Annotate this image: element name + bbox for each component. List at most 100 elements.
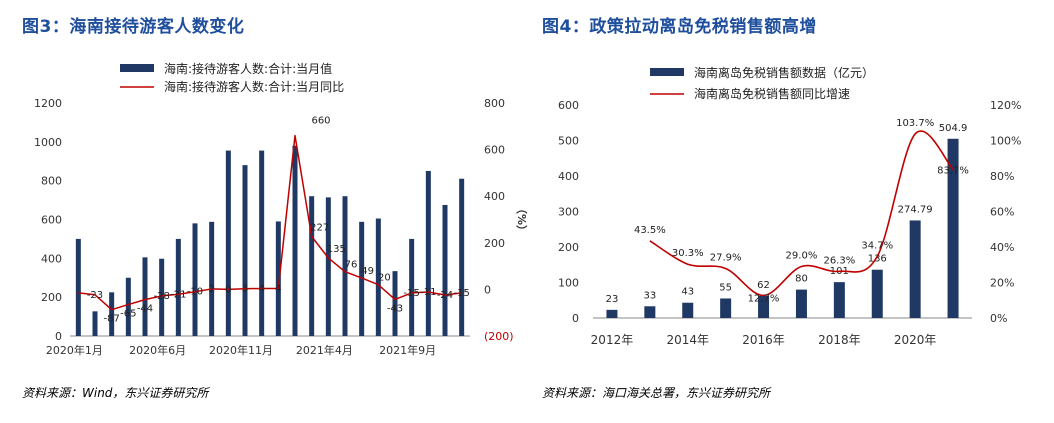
bar-data-label: 136 [868, 254, 887, 265]
y-right-tick-label: 40% [990, 241, 1014, 254]
y-left-tick-label: 200 [558, 241, 579, 254]
bar-month [125, 277, 131, 336]
bar-data-label: 23 [606, 294, 619, 305]
source-note-tourists: 资料来源：Wind，东兴证券研究所 [22, 386, 209, 400]
y-left-tick-label: 1000 [34, 136, 62, 149]
bar-year [833, 282, 845, 318]
bar-year [909, 220, 921, 318]
y-left-tick-label: 0 [55, 330, 62, 343]
line-data-label: 26.3% [823, 255, 855, 266]
line-data-label: 3 [242, 284, 248, 295]
line-data-label: -87 [103, 314, 119, 325]
bar-data-label: 80 [795, 274, 808, 285]
line-data-label: -11 [420, 287, 436, 298]
line-data-label: -21 [170, 289, 186, 300]
legend-label-bar: 海南离岛免税销售额数据（亿元） [694, 65, 874, 80]
bar-year [644, 306, 656, 318]
bar-data-label: 504.9 [939, 123, 968, 134]
line-data-label: 20 [378, 273, 391, 284]
y-right-tick-label: 0 [484, 283, 491, 296]
y-right-tick-label: 120% [990, 99, 1021, 112]
dutyfree-chart: 0 100 200 300 400 500 600 0% 20% 40% 60% 80% 100% 120… [558, 65, 1021, 347]
bar-year [871, 269, 883, 318]
bar-year [682, 302, 694, 318]
line-data-label: 43.5% [634, 225, 666, 236]
bar-data-label: 55 [719, 282, 732, 293]
y-left-tick-label: 600 [41, 214, 62, 227]
bar-month [342, 196, 348, 336]
x-tick-label: 2021年9月 [379, 343, 436, 357]
bar-month [409, 238, 415, 336]
y-right-tick-label: 100% [990, 135, 1021, 148]
line-data-label: 227 [310, 223, 329, 234]
bar-year [606, 309, 618, 318]
bar-month [375, 218, 381, 336]
y-left-tick-label: 400 [558, 170, 579, 183]
line-data-label: -15 [403, 288, 419, 299]
line-data-label: 34.7% [861, 240, 893, 251]
line-data-label: 83.7% [937, 165, 969, 176]
bar-month [242, 165, 248, 336]
x-tick-label: 2014年 [666, 333, 709, 347]
line-data-label: -65 [120, 309, 136, 320]
bar-month [192, 223, 198, 336]
y-left-tick-label: 1200 [34, 97, 62, 110]
legend-swatch-bar [650, 68, 684, 76]
x-tick-label: 2021年4月 [296, 343, 353, 357]
y-right-tick-label: 200 [484, 237, 505, 250]
line-data-label: 4 [275, 283, 281, 294]
line-data-label: 2 [208, 284, 214, 295]
line-data-label: 135 [327, 244, 346, 255]
line-data-label: -23 [87, 290, 103, 301]
y-right-tick-label: 600 [484, 144, 505, 157]
x-tick-label: 2020年11月 [209, 343, 273, 357]
y-left-tick-label: 400 [41, 252, 62, 265]
y-right-axis-label: （%） [515, 203, 528, 236]
line-data-label: -24 [437, 290, 453, 301]
bar-year [795, 289, 807, 318]
line-data-label: 0 [225, 284, 231, 295]
bar-month [92, 311, 98, 336]
bar-month [442, 204, 448, 336]
line-data-label: 49 [361, 266, 374, 277]
y-left-tick-label: 800 [41, 175, 62, 188]
y-right-tick-label: 800 [484, 97, 505, 110]
y-left-tick-label: 200 [41, 291, 62, 304]
legend-label-bar: 海南:接待游客人数:合计:当月值 [164, 61, 332, 76]
legend-label-line: 海南:接待游客人数:合计:当月同比 [164, 79, 344, 94]
line-data-label: 12.7% [748, 293, 780, 304]
y-right-tick-label: 60% [990, 206, 1014, 219]
bar-month [75, 238, 81, 336]
bar-month [209, 221, 215, 336]
bar-month [259, 150, 265, 336]
bar-year [947, 138, 959, 318]
y-right-tick-label: 20% [990, 277, 1014, 290]
bar-month [142, 257, 148, 336]
x-tick-label: 2020年6月 [129, 343, 186, 357]
bar-data-label: 33 [643, 290, 656, 301]
legend-label-line: 海南离岛免税销售额同比增速 [694, 86, 850, 101]
bar-month [175, 238, 181, 336]
source-note-dutyfree: 资料来源：海口海关总署，东兴证券研究所 [542, 386, 771, 400]
line-yoy-series [78, 134, 462, 311]
line-data-label: 29.0% [786, 251, 818, 262]
bar-month [359, 221, 365, 336]
line-data-label: -44 [137, 304, 153, 315]
bar-month [159, 258, 165, 336]
line-data-label: 30.3% [672, 248, 704, 259]
y-left-tick-label: 300 [558, 206, 579, 219]
legend-swatch-bar [120, 64, 154, 72]
bar-month [109, 292, 115, 336]
bar-year [758, 295, 770, 318]
bar-data-label: 43 [681, 287, 694, 298]
bar-data-label: 62 [757, 280, 770, 291]
line-data-label: -43 [387, 303, 403, 314]
bar-month [309, 196, 315, 336]
y-right-tick-label: 400 [484, 190, 505, 203]
chart-title-tourists: 图3：海南接待游客人数变化 [22, 17, 245, 37]
bar-data-label: 274.79 [898, 204, 933, 215]
tourists-chart: 020040060080010001200(200)0200400600800（… [34, 61, 528, 357]
line-data-label: 660 [311, 116, 330, 127]
x-tick-label: 2016年 [742, 333, 785, 347]
line-data-label: 76 [345, 260, 358, 271]
